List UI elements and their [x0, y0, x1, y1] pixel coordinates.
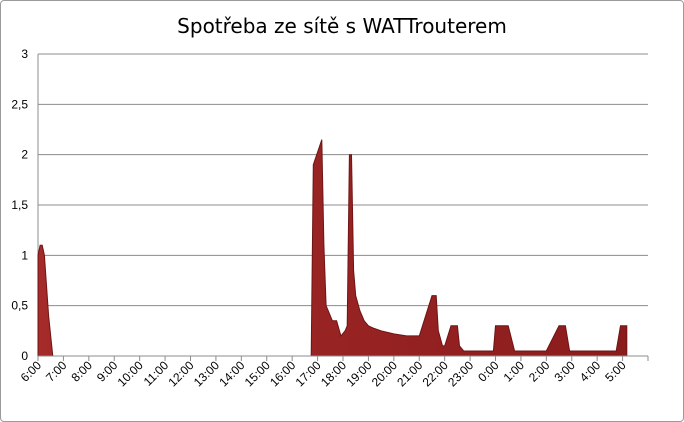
x-tick-label: 2:00: [526, 358, 553, 385]
x-tick-label: 23:00: [445, 358, 476, 389]
y-tick-label: 2,5: [11, 97, 28, 111]
x-tick-label: 17:00: [293, 358, 324, 389]
x-tick-label: 11:00: [141, 358, 172, 389]
y-tick-label: 2: [21, 148, 28, 162]
y-tick-label: 1,5: [11, 198, 28, 212]
x-tick-label: 22:00: [420, 358, 451, 389]
x-tick-label: 5:00: [602, 358, 629, 385]
x-tick-label: 3:00: [551, 358, 578, 385]
x-tick-label: 13:00: [191, 358, 222, 389]
x-tick-label: 4:00: [577, 358, 604, 385]
x-tick-label: 8:00: [69, 358, 96, 385]
x-tick-label: 0:00: [475, 358, 502, 385]
x-tick-label: 14:00: [216, 358, 247, 389]
x-tick-label: 20:00: [369, 358, 400, 389]
area-series: [37, 139, 628, 357]
y-tick-label: 1: [21, 248, 28, 262]
chart-title: Spotřeba ze sítě s WATTrouterem: [177, 14, 507, 38]
x-tick-label: 21:00: [394, 358, 425, 389]
x-tick-label: 19:00: [343, 358, 374, 389]
x-tick-label: 12:00: [165, 358, 196, 389]
x-tick-label: 7:00: [43, 358, 70, 385]
x-tick-label: 15:00: [242, 358, 273, 389]
x-tick-label: 16:00: [267, 358, 298, 389]
x-tick-label: 18:00: [318, 358, 349, 389]
y-tick-label: 0,5: [11, 299, 28, 313]
x-tick-label: 10:00: [115, 358, 146, 389]
x-tick-label: 1:00: [501, 358, 528, 385]
y-tick-label: 3: [21, 47, 28, 61]
y-tick-label: 0: [21, 349, 28, 363]
